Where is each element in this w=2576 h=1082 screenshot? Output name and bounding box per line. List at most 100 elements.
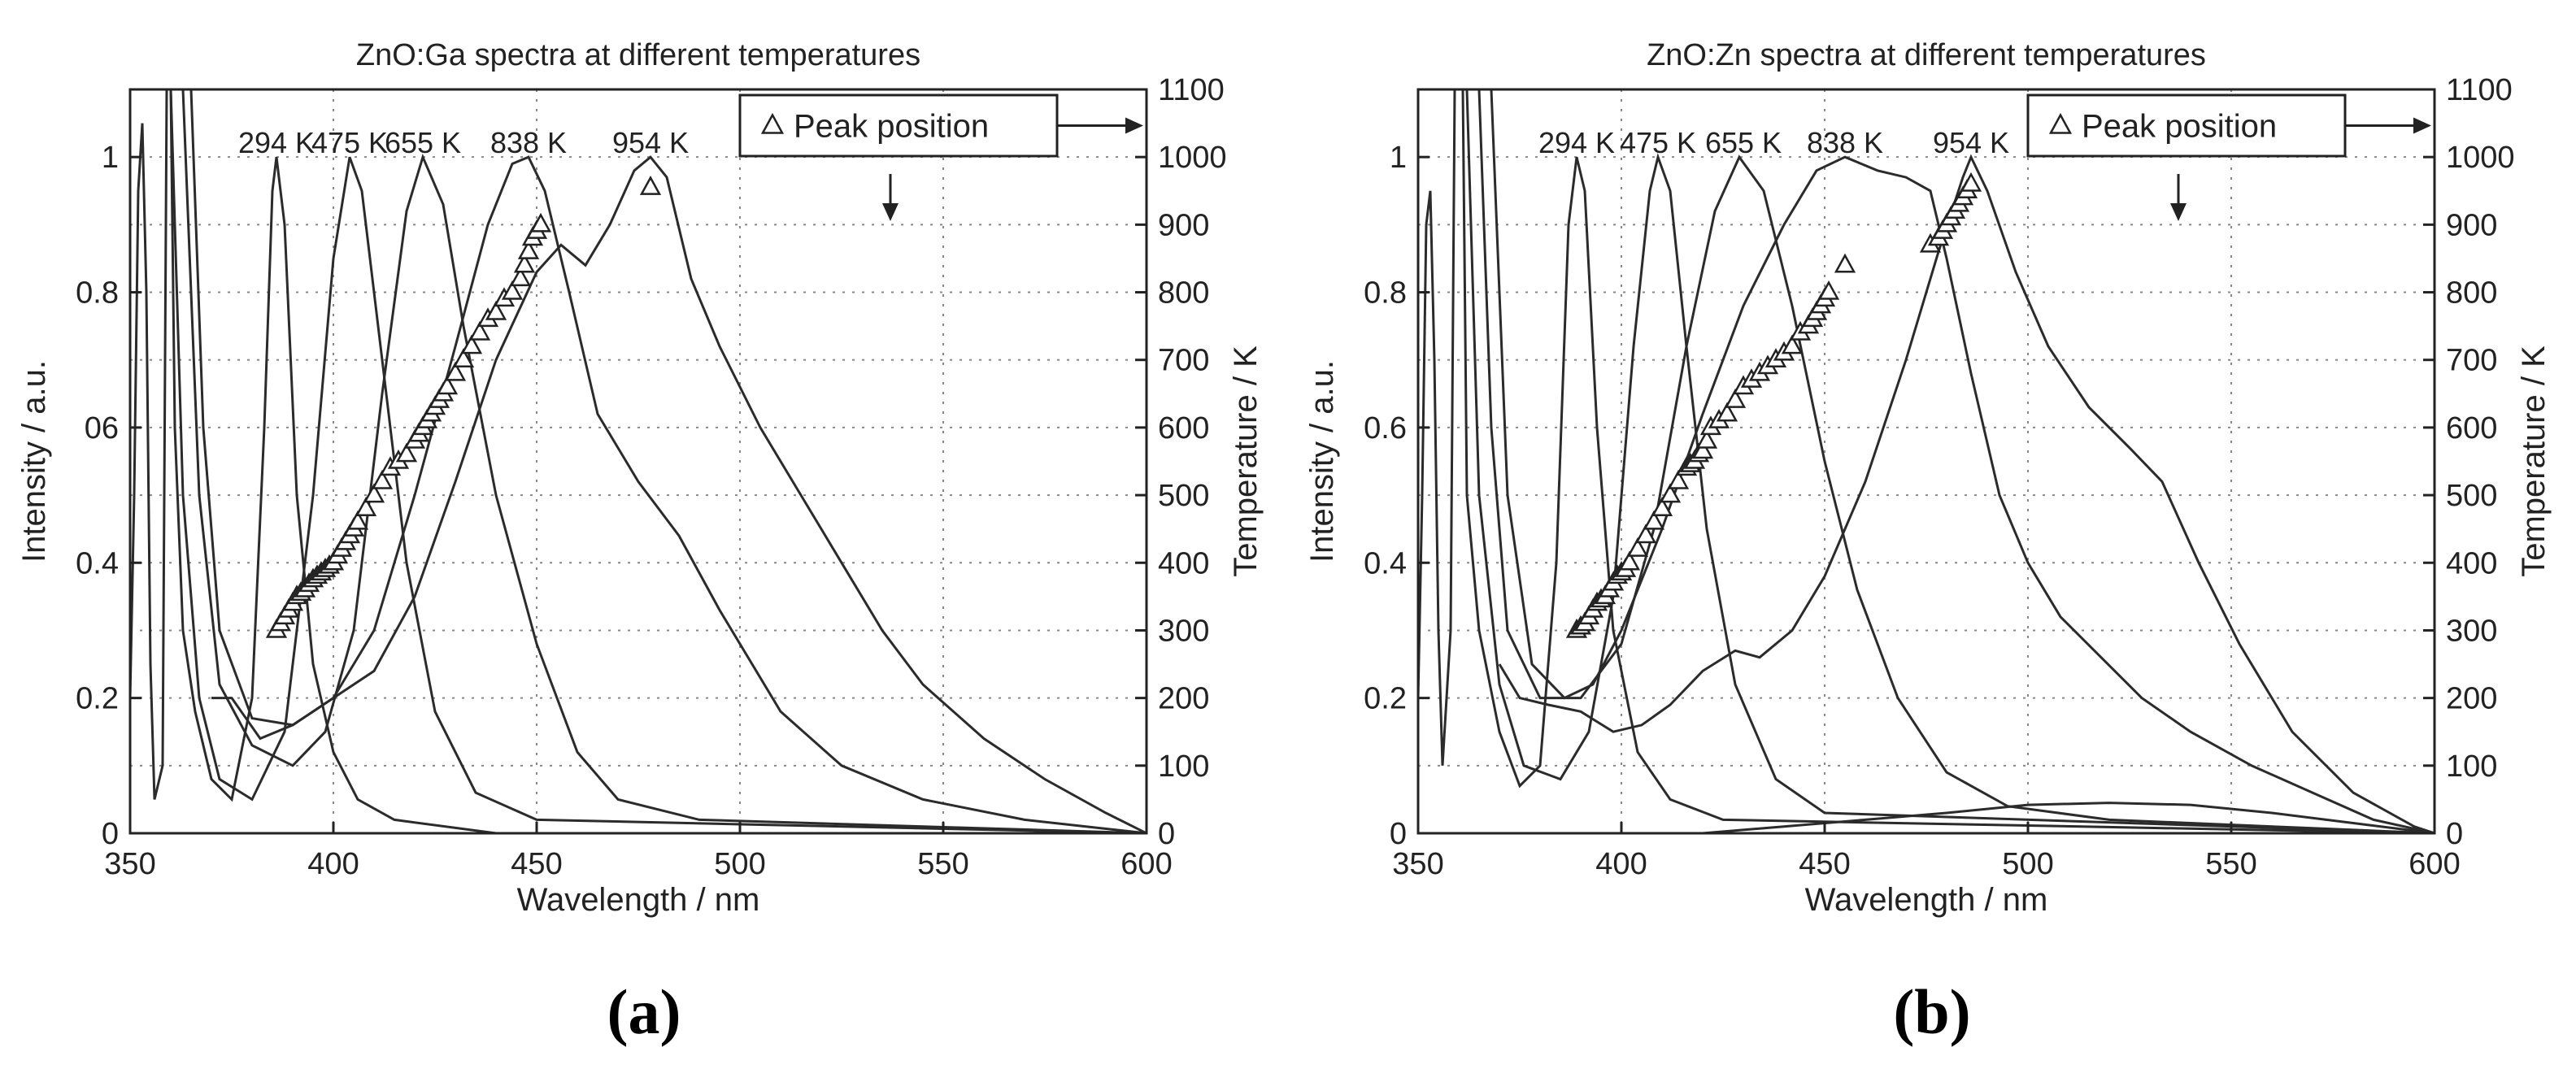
peak-position-marker [509,267,532,287]
peak-position-marker [485,300,507,320]
peak-temperature-label: 475 K [1620,126,1696,159]
y2-tick-label: 200 [1158,682,1209,716]
peak-position-marker [1817,280,1840,300]
y-tick-label: 0.2 [1364,682,1407,716]
legend-box [2026,93,2347,158]
y2-tick-label: 600 [2446,411,2497,445]
y2-tick-label: 700 [1158,344,1209,378]
peak-position-marker [1834,253,1856,273]
y2-tick-label: 0 [1158,817,1175,851]
y2-tick-label: 1000 [2446,141,2515,175]
peak-position-marker [513,253,536,273]
y-axis-label: Intensity / a.u. [1304,360,1340,563]
y2-tick-label: 300 [2446,614,2497,648]
peak-position-marker [517,240,540,259]
spectrum-line-294k [1418,89,2435,833]
peak-position-marker [1667,469,1690,489]
y2-axis-label: Temperature / K [1228,345,1264,577]
x-tick-label: 500 [714,847,765,881]
x-tick-label: 550 [2205,847,2256,881]
y2-tick-label: 800 [2446,276,2497,311]
peak-position-marker [1724,389,1747,408]
y2-tick-label: 700 [2446,344,2497,378]
y2-tick-label: 300 [1158,614,1209,648]
y-tick-label: 0 [102,817,119,851]
panel-caption-b: (b) [1893,976,1971,1047]
peak-position-marker [1960,172,1982,192]
spectrum-line-294k [130,89,1147,833]
peak-temperature-label: 475 K [311,126,388,159]
legend-triangle-icon [760,112,785,134]
y-tick-label: 1 [1390,141,1407,175]
y2-tick-label: 400 [1158,546,1209,580]
y-axis-label: Intensity / a.u. [16,360,52,563]
x-tick-label: 550 [917,847,968,881]
x-axis-label: Wavelength / nm [1805,882,2048,918]
y-tick-label: 0.4 [1364,546,1407,580]
peak-temperature-label: 294 K [238,126,315,159]
peak-temperature-label: 838 K [490,126,567,159]
peak-position-marker [436,375,459,395]
x-tick-label: 350 [104,847,155,881]
spectrum-line-954k [211,155,1147,833]
peak-position-marker [639,176,662,195]
y2-tick-label: 1100 [2446,73,2513,107]
peak-temperature-label: 838 K [1807,126,1883,159]
peak-position-marker [1695,428,1718,449]
peak-temperature-label: 954 K [612,126,689,159]
chart-panel-b: 350 400 450 500 550 600 0 0.2 0.4 0.6 0.8 1 0 100 200 3… [1288,0,2576,1082]
y-tick-label: 0.8 [1364,276,1407,311]
legend-label: Peak position [794,109,989,145]
chart-b: 350 400 450 500 550 60000.20.40.60.8101002003… [1304,38,2552,918]
peak-temperature-label: 294 K [1538,126,1615,159]
spectrum-line-475k [1465,89,2435,833]
y2-tick-label: 900 [2446,208,2497,242]
peak-position-marker [1781,334,1804,354]
x-tick-label: 450 [511,847,562,881]
spectrum-line-838k [189,89,1147,833]
plot-frame [1416,88,2436,835]
peak-position-marker [1643,510,1665,530]
x-tick-label: 350 [1392,847,1443,881]
y2-tick-label: 100 [1158,750,1209,784]
y2-tick-label: 1100 [1158,73,1225,107]
y2-tick-label: 200 [2446,682,2497,716]
y2-tick-label: 500 [2446,479,2497,513]
peak-position-marker [1691,439,1714,459]
y-tick-label: 0.6 [1364,411,1407,445]
spectrum-line-838k [1490,89,2435,833]
peak-position-marker [346,510,369,530]
peak-position-marker [1716,402,1738,422]
x-tick-label: 400 [307,847,359,881]
y2-tick-label: 800 [1158,276,1209,311]
chart-title: ZnO:Ga spectra at different temperatures [356,38,920,72]
panel-caption-a: (a) [607,976,681,1047]
x-tick-label: 600 [1120,847,1172,881]
y2-tick-label: 1000 [1158,141,1227,175]
peak-position-marker [452,348,475,367]
legend-arrow-down-head-icon [882,203,899,221]
peak-position-marker [460,334,483,354]
y2-tick-label: 100 [2446,750,2497,784]
peak-position-marker [1634,524,1657,544]
x-axis-label: Wavelength / nm [517,882,760,918]
peak-position-marker [355,497,377,516]
peak-position-marker [371,469,394,489]
peak-temperature-label: 655 K [1705,126,1782,159]
legend-label: Peak position [2082,109,2277,145]
chart-panel-a: 350 400 450 500 550 600 0 0.2 0.4 06 0.8 1 0 100 200 30… [16,38,1264,1047]
chart-a: 350 400 450 500 550 60000.20.4060.81010020030… [16,38,1264,918]
plot-frame [128,88,1148,835]
y-tick-label: 0 [1390,817,1407,851]
peak-position-marker [1651,497,1673,516]
x-tick-label: 450 [1799,847,1850,881]
peak-temperature-label: 655 K [385,126,461,159]
y2-axis-label: Temperature / K [2516,345,2552,577]
legend-triangle-icon [2048,112,2073,134]
legend-arrow-right-head-icon [1125,117,1143,134]
chart-title: ZnO:Zn spectra at different temperatures [1647,38,2206,72]
x-tick-label: 400 [1595,847,1647,881]
y2-tick-label: 900 [1158,208,1209,242]
spectrum-line-655k [181,89,1147,833]
peak-position-marker [1626,537,1649,557]
